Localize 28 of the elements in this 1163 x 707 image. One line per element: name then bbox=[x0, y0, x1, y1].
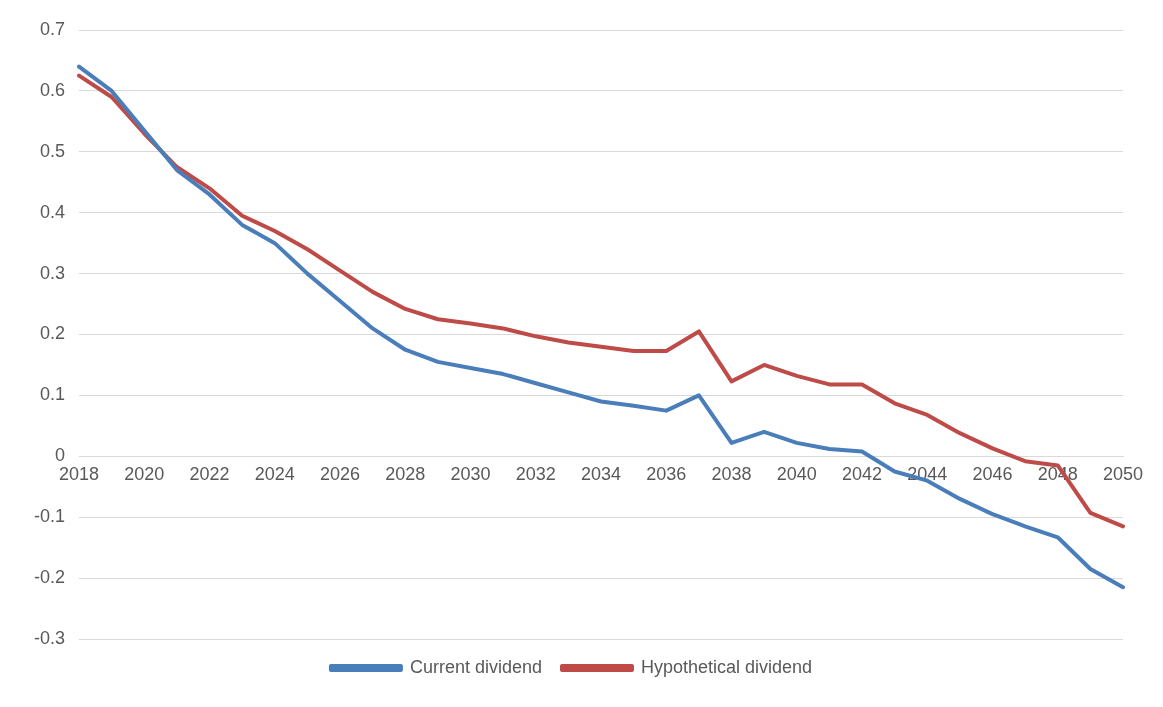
y-tick-label: 0.3 bbox=[39, 262, 66, 283]
x-tick-label: 2018 bbox=[58, 464, 100, 485]
x-tick-label: 2038 bbox=[711, 464, 752, 485]
y-tick-label: -0.2 bbox=[33, 567, 66, 588]
x-tick-label: 2050 bbox=[1102, 464, 1144, 485]
y-tick-label: -0.1 bbox=[33, 506, 66, 527]
y-tick-label: 0.5 bbox=[39, 140, 66, 161]
x-tick-label: 2026 bbox=[319, 464, 361, 485]
x-tick-label: 2020 bbox=[124, 464, 165, 485]
y-tick-label: 0.7 bbox=[39, 18, 66, 39]
y-tick-label: 0.2 bbox=[39, 323, 66, 344]
legend-label: Current dividend bbox=[409, 656, 542, 677]
legend-label: Hypothetical dividend bbox=[640, 656, 813, 677]
x-tick-label: 2032 bbox=[515, 464, 556, 485]
x-tick-label: 2034 bbox=[580, 464, 622, 485]
x-tick-label: 2022 bbox=[189, 464, 230, 485]
x-tick-label: 2024 bbox=[254, 464, 295, 485]
y-tick-label: 0.6 bbox=[39, 79, 66, 100]
x-tick-label: 2036 bbox=[646, 464, 687, 485]
x-tick-label: 2028 bbox=[385, 464, 426, 485]
y-tick-label: 0 bbox=[55, 445, 66, 466]
y-tick-label: 0.1 bbox=[39, 384, 66, 405]
x-tick-label: 2046 bbox=[972, 464, 1013, 485]
x-tick-label: 2040 bbox=[776, 464, 817, 485]
y-tick-label: -0.3 bbox=[33, 627, 66, 648]
x-tick-label: 2030 bbox=[450, 464, 491, 485]
y-tick-label: 0.4 bbox=[39, 201, 66, 222]
x-tick-label: 2042 bbox=[841, 464, 883, 485]
